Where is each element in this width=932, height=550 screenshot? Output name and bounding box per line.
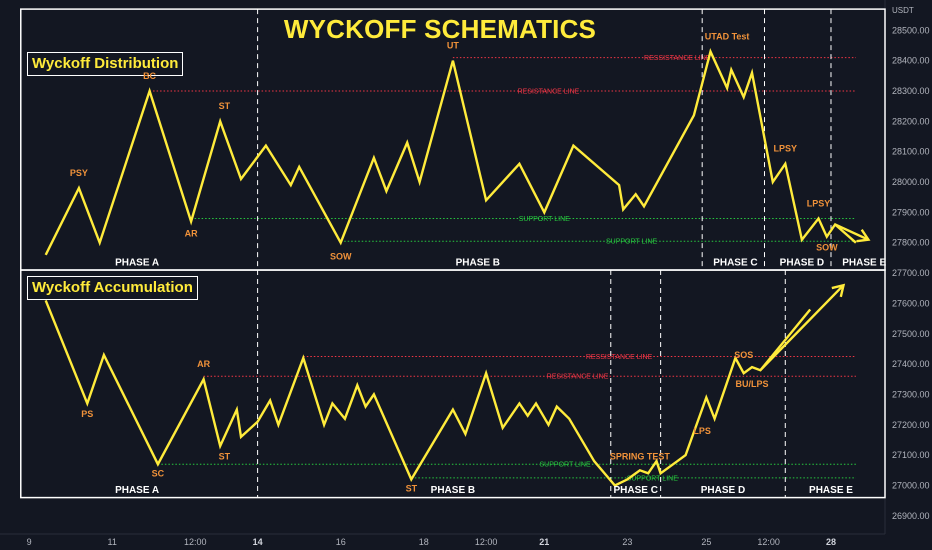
event-label-bc: BC <box>143 71 156 81</box>
time-tick: 11 <box>108 537 117 547</box>
phase-label-7: PHASE B <box>431 485 475 496</box>
level-label-3: SUPPORT LINE <box>519 216 570 223</box>
level-label-2: RESSISTANCE LINE <box>644 55 711 62</box>
price-tick: 27500.00 <box>892 329 930 339</box>
phase-label-4: PHASE D <box>780 257 824 268</box>
chart-title: WYCKOFF SCHEMATICS <box>283 14 597 44</box>
event-label-utad-test: UTAD Test <box>705 31 750 41</box>
price-tick: 28200.00 <box>892 116 930 126</box>
phase-label-2: PHASE B <box>456 257 500 268</box>
arrow-head-2 <box>831 283 846 298</box>
currency-label: USDT <box>892 6 914 15</box>
arrow-head-1 <box>856 229 871 243</box>
time-tick: 18 <box>419 537 429 547</box>
price-tick: 27300.00 <box>892 389 930 399</box>
phase-label-1: PHASE A <box>115 257 159 268</box>
time-tick: 12:00 <box>757 537 780 547</box>
level-label-7: SUPPORT LINE <box>540 462 591 469</box>
price-tick: 27200.00 <box>892 420 930 430</box>
price-tick: 26900.00 <box>892 511 930 521</box>
event-label-ut: UT <box>447 41 459 51</box>
event-label-psy: PSY <box>70 168 88 178</box>
phase-label-5: PHASE E <box>842 257 886 268</box>
price-tick: 27900.00 <box>892 207 930 217</box>
price-tick: 28400.00 <box>892 56 930 66</box>
time-tick: 16 <box>336 537 346 547</box>
event-label-st: ST <box>219 101 231 111</box>
series-line-2 <box>44 299 812 487</box>
time-tick: 14 <box>253 537 263 547</box>
price-tick: 28300.00 <box>892 86 930 96</box>
level-label-6: RESSISTANCE LINE <box>586 354 653 361</box>
trend-arrow-1 <box>834 223 869 241</box>
phase-label-8: PHASE C <box>613 485 657 496</box>
event-label-sow: SOW <box>816 242 838 252</box>
level-label-4: SUPPORT LINE <box>606 239 657 246</box>
time-tick: 12:00 <box>184 537 207 547</box>
time-tick: 28 <box>826 537 836 547</box>
time-tick: 25 <box>701 537 711 547</box>
panel-frame-2 <box>20 269 886 499</box>
price-tick: 27700.00 <box>892 268 930 278</box>
event-label-spring-test: SPRING TEST <box>610 452 671 462</box>
time-tick: 21 <box>539 537 549 547</box>
panel-title-distribution: Wyckoff Distribution <box>27 52 184 76</box>
event-label-lps: LPS <box>693 426 711 436</box>
trend-arrow-2 <box>759 284 845 371</box>
time-tick: 9 <box>27 537 32 547</box>
price-tick: 28500.00 <box>892 25 930 35</box>
price-tick: 27400.00 <box>892 359 930 369</box>
event-label-bu-lps: BU/LPS <box>736 379 769 389</box>
level-label-5: RESISTANCE LINE <box>547 374 609 381</box>
time-tick: 23 <box>622 537 632 547</box>
panel-title-accumulation: Wyckoff Accumulation <box>27 276 198 300</box>
time-tick: 12:00 <box>475 537 498 547</box>
level-label-1: RESISTANCE LINE <box>518 89 580 96</box>
event-label-sos: SOS <box>734 350 753 360</box>
event-label-ps: PS <box>81 409 93 419</box>
event-label-ar: AR <box>197 359 210 369</box>
event-label-lpsy: LPSY <box>807 198 831 208</box>
phase-label-10: PHASE E <box>809 485 853 496</box>
phase-label-3: PHASE C <box>713 257 757 268</box>
price-tick: 27600.00 <box>892 298 930 308</box>
price-tick: 28100.00 <box>892 147 930 157</box>
phase-label-6: PHASE A <box>115 485 159 496</box>
event-label-lpsy: LPSY <box>774 144 798 154</box>
event-label-st: ST <box>219 452 231 462</box>
series-line-1 <box>44 48 857 256</box>
event-label-ar: AR <box>185 229 198 239</box>
price-tick: 27000.00 <box>892 480 930 490</box>
price-tick: 28000.00 <box>892 177 930 187</box>
event-label-sc: SC <box>152 468 165 478</box>
price-tick: 27800.00 <box>892 238 930 248</box>
level-label-8: SUPPORT LINE <box>627 475 678 482</box>
phase-label-9: PHASE D <box>701 485 745 496</box>
price-tick: 27100.00 <box>892 450 930 460</box>
event-label-st: ST <box>406 484 418 494</box>
event-label-sow: SOW <box>330 251 352 261</box>
